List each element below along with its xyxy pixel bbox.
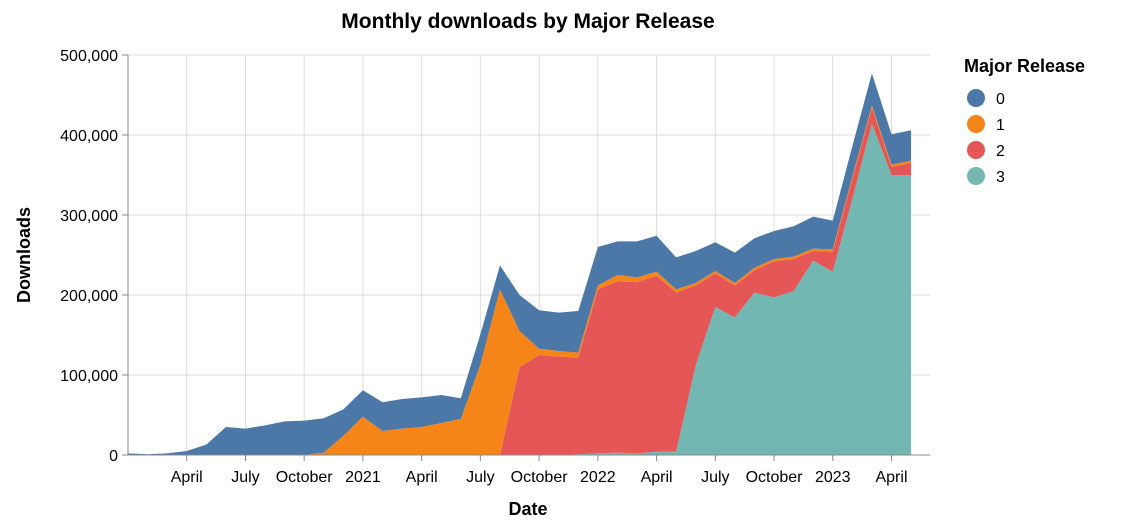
area-series-0 <box>128 73 912 456</box>
y-tick-label: 300,000 <box>60 208 118 225</box>
x-tick-label: July <box>231 469 259 486</box>
x-tick-label: July <box>701 469 729 486</box>
y-tick-label: 500,000 <box>60 48 118 65</box>
legend-label-3: 3 <box>996 169 1005 186</box>
x-axis-title: Date <box>508 499 547 519</box>
y-tick-label: 400,000 <box>60 128 118 145</box>
y-axis-title: Downloads <box>14 207 34 303</box>
area-series-3 <box>128 123 912 456</box>
y-tick-label: 200,000 <box>60 288 118 305</box>
x-tick-label: April <box>641 469 673 486</box>
y-tick-label: 0 <box>109 448 118 465</box>
legend-title: Major Release <box>964 56 1085 76</box>
legend-swatch-1 <box>967 115 985 133</box>
y-tick-label: 100,000 <box>60 368 118 385</box>
stacked-areas <box>128 73 912 456</box>
legend-label-2: 2 <box>996 143 1005 160</box>
axes: 0 100,000 200,000 300,000 400,000 500,000 Apri… <box>60 48 930 486</box>
x-tick-label: April <box>406 469 438 486</box>
legend-swatch-0 <box>967 89 985 107</box>
legend-swatch-3 <box>967 167 985 185</box>
x-tick-label: 2021 <box>345 469 381 486</box>
legend-label-1: 1 <box>996 117 1005 134</box>
area-series-2 <box>128 107 912 456</box>
x-tick-label: October <box>276 469 334 486</box>
x-tick-label: April <box>171 469 203 486</box>
legend-swatch-2 <box>967 141 985 159</box>
x-tick-label: October <box>511 469 569 486</box>
legend: Major Release 0 1 2 3 <box>964 56 1085 186</box>
x-tick-label: October <box>746 469 804 486</box>
legend-label-0: 0 <box>996 91 1005 108</box>
chart-title: Monthly downloads by Major Release <box>341 10 714 33</box>
x-tick-label: 2022 <box>580 469 616 486</box>
x-tick-label: July <box>466 469 494 486</box>
x-tick-label: April <box>875 469 907 486</box>
x-tick-label: 2023 <box>815 469 851 486</box>
